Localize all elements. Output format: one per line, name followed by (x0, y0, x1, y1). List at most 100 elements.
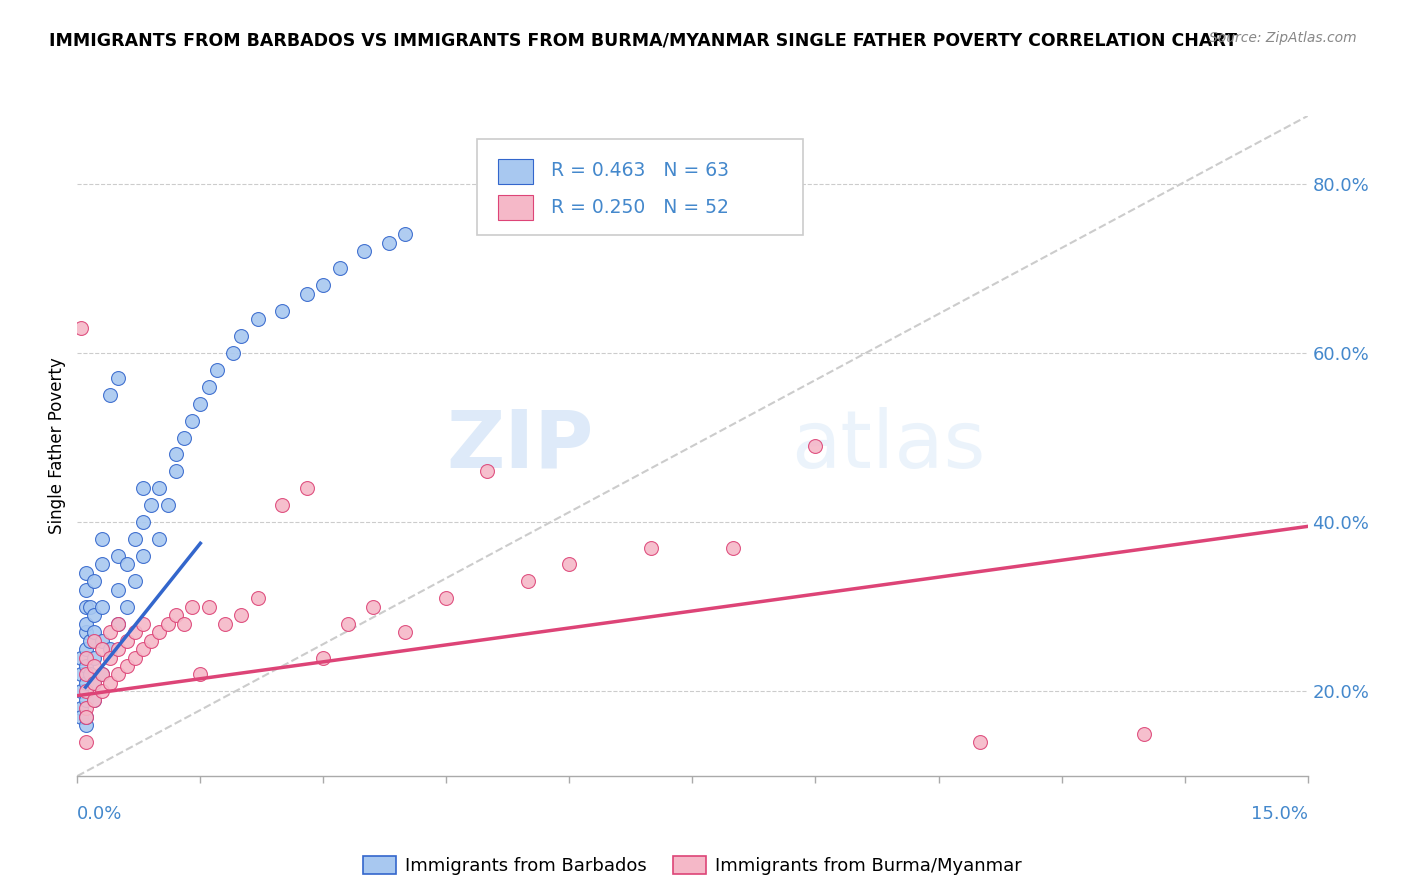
Point (98, 388, 121, 402)
Point (295, 286, 318, 301)
Point (90, 532, 114, 546)
Point (394, 227, 416, 242)
Point (246, 591, 269, 606)
Point (83, 574, 105, 589)
Point (156, 498, 179, 512)
Point (70, 667, 93, 681)
Point (90, 684, 114, 698)
FancyBboxPatch shape (477, 139, 803, 235)
Point (271, 498, 294, 512)
Point (107, 616, 129, 631)
Point (394, 625, 416, 640)
Point (83, 625, 105, 640)
Point (156, 616, 179, 631)
Point (107, 549, 129, 563)
Point (75, 710, 97, 724)
Point (90, 667, 114, 681)
Point (231, 329, 253, 343)
Point (804, 439, 827, 453)
Point (79, 667, 101, 681)
Point (70, 320, 93, 334)
Point (83, 659, 105, 673)
Point (205, 363, 228, 377)
Point (75, 616, 97, 631)
Point (312, 650, 335, 665)
Point (723, 541, 745, 555)
Text: IMMIGRANTS FROM BARBADOS VS IMMIGRANTS FROM BURMA/MYANMAR SINGLE FATHER POVERTY : IMMIGRANTS FROM BARBADOS VS IMMIGRANTS F… (49, 31, 1237, 49)
Point (337, 616, 360, 631)
Point (197, 380, 219, 394)
Point (75, 676, 97, 690)
Text: 0.0%: 0.0% (77, 805, 122, 822)
Point (141, 633, 163, 648)
Y-axis label: Single Father Poverty: Single Father Poverty (48, 358, 66, 534)
Point (181, 414, 204, 428)
Point (75, 735, 97, 749)
Point (231, 608, 253, 623)
Point (83, 693, 105, 707)
Point (75, 599, 97, 614)
Point (75, 659, 97, 673)
Point (361, 599, 384, 614)
Point (79, 599, 101, 614)
Point (517, 574, 540, 589)
Point (124, 532, 146, 546)
Point (75, 718, 97, 732)
Point (165, 464, 187, 478)
Point (148, 481, 170, 495)
Point (969, 735, 991, 749)
Point (90, 633, 114, 648)
Point (75, 693, 97, 707)
Point (79, 633, 101, 648)
Point (141, 498, 163, 512)
Point (173, 431, 195, 445)
Point (70, 650, 93, 665)
FancyBboxPatch shape (498, 159, 533, 184)
Point (246, 312, 269, 326)
Point (98, 650, 121, 665)
Point (90, 642, 114, 657)
Point (115, 558, 138, 572)
Point (148, 625, 170, 640)
Point (107, 616, 129, 631)
Point (197, 599, 219, 614)
Point (83, 650, 105, 665)
Point (98, 642, 121, 657)
Point (436, 591, 458, 606)
Point (165, 447, 187, 461)
Point (98, 625, 121, 640)
Point (75, 667, 97, 681)
Point (83, 608, 105, 623)
Text: Source: ZipAtlas.com: Source: ZipAtlas.com (1209, 31, 1357, 45)
Text: 15.0%: 15.0% (1250, 805, 1308, 822)
Text: ZIP: ZIP (447, 407, 595, 485)
Point (70, 684, 93, 698)
Point (75, 566, 97, 580)
Point (115, 599, 138, 614)
Point (83, 633, 105, 648)
Text: R = 0.250   N = 52: R = 0.250 N = 52 (551, 197, 728, 217)
Point (222, 346, 245, 360)
Point (90, 667, 114, 681)
Text: R = 0.463   N = 63: R = 0.463 N = 63 (551, 161, 728, 179)
Point (165, 608, 187, 623)
Point (83, 676, 105, 690)
Point (70, 710, 93, 724)
Point (107, 667, 129, 681)
Point (75, 642, 97, 657)
Point (124, 625, 146, 640)
Point (271, 303, 294, 318)
Point (353, 244, 375, 259)
Point (148, 532, 170, 546)
Point (188, 667, 212, 681)
Point (70, 701, 93, 715)
Point (115, 633, 138, 648)
Point (107, 642, 129, 657)
Point (90, 558, 114, 572)
Point (329, 261, 352, 276)
Point (558, 558, 581, 572)
Point (181, 599, 204, 614)
Point (124, 650, 146, 665)
Point (107, 371, 129, 385)
Point (132, 642, 155, 657)
